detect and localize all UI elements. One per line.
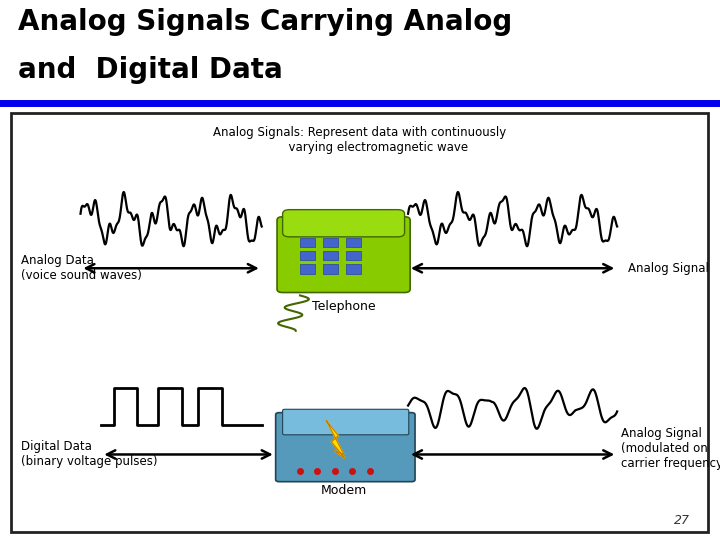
- Bar: [346, 251, 361, 260]
- Text: Digital Data
(binary voltage pulses): Digital Data (binary voltage pulses): [22, 441, 158, 469]
- Bar: [300, 265, 315, 274]
- Bar: [346, 238, 361, 247]
- Text: Analog Data
(voice sound waves): Analog Data (voice sound waves): [22, 254, 142, 282]
- FancyBboxPatch shape: [283, 409, 409, 435]
- Text: Analog Signal
(modulated on
carrier frequency): Analog Signal (modulated on carrier freq…: [621, 427, 720, 470]
- Text: and  Digital Data: and Digital Data: [18, 56, 283, 84]
- Text: 27: 27: [675, 514, 690, 527]
- Polygon shape: [327, 421, 346, 458]
- Bar: [323, 238, 338, 247]
- Text: Analog Signals: Represent data with continuously
          varying electromagnet: Analog Signals: Represent data with cont…: [212, 126, 506, 154]
- FancyBboxPatch shape: [276, 413, 415, 482]
- FancyBboxPatch shape: [283, 210, 405, 237]
- Bar: [346, 265, 361, 274]
- Text: Modem: Modem: [321, 484, 367, 497]
- Bar: [323, 251, 338, 260]
- FancyBboxPatch shape: [277, 217, 410, 293]
- Text: Analog Signal: Analog Signal: [628, 262, 708, 275]
- Bar: [300, 251, 315, 260]
- Bar: [300, 238, 315, 247]
- Text: Telephone: Telephone: [312, 300, 376, 313]
- Text: Analog Signals Carrying Analog: Analog Signals Carrying Analog: [18, 8, 512, 36]
- Bar: [323, 265, 338, 274]
